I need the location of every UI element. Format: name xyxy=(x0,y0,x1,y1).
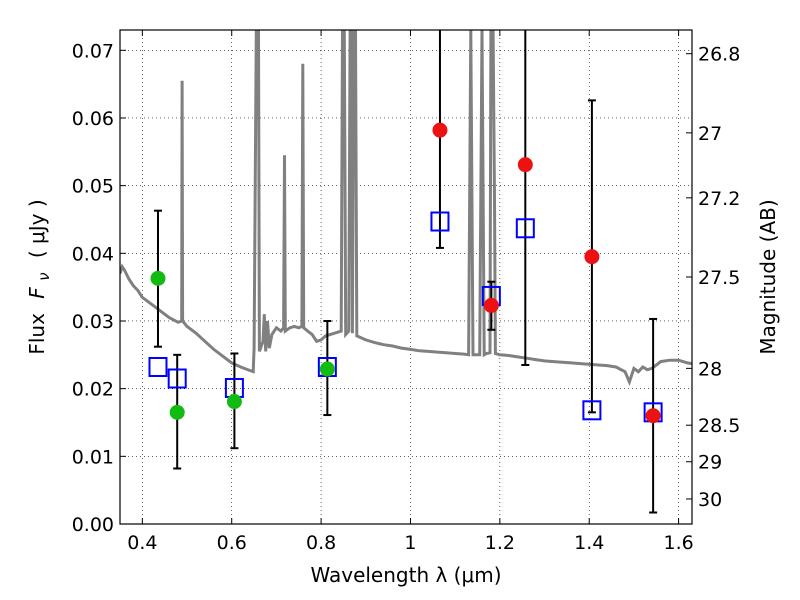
right-tick-label: 27 xyxy=(698,123,722,145)
error-bars xyxy=(153,30,658,514)
right-tick-label: 28.5 xyxy=(698,415,740,437)
y-tick-label: 0.00 xyxy=(72,514,114,536)
model-photometry-square xyxy=(167,368,187,389)
y-tick-label: 0.02 xyxy=(72,379,114,401)
y-axis-label-subscript: ν xyxy=(35,272,53,280)
model-photometry-square xyxy=(582,400,602,421)
right-tick-label: 28 xyxy=(698,358,722,380)
y-tick-label: 0.03 xyxy=(72,311,114,333)
model-spectrum xyxy=(120,30,692,387)
observed-flux-point xyxy=(645,408,661,424)
model-photometry-square xyxy=(148,357,168,378)
plot-frame xyxy=(119,29,693,525)
y-tick-label: 0.01 xyxy=(72,446,114,468)
right-tick-label: 29 xyxy=(698,452,722,474)
observed-flux-point xyxy=(150,270,166,286)
observed-photometry-markers xyxy=(150,122,661,424)
right-tick-label: 27.2 xyxy=(698,188,740,210)
observed-flux-point xyxy=(226,394,242,410)
right-tick-label: 30 xyxy=(698,489,722,511)
x-axis-ticks: 0.4 0.6 0.8 1 1.2 1.4 1.6 xyxy=(127,30,694,554)
right-axis-label: Magnitude (AB) xyxy=(756,199,780,354)
right-axis-ticks: 26.8 27 27.2 27.5 28 28.5 29 30 xyxy=(686,44,740,511)
observed-flux-point xyxy=(169,404,185,420)
x-tick-label: 1 xyxy=(404,532,416,554)
model-photometry-markers xyxy=(148,211,663,423)
x-tick-label: 1.6 xyxy=(663,532,693,554)
x-tick-label: 0.6 xyxy=(217,532,247,554)
observed-flux-point xyxy=(483,297,499,313)
right-tick-label: 26.8 xyxy=(698,44,740,66)
observed-flux-point xyxy=(432,122,448,138)
y-axis-label: Flux F ν ( μJy ) xyxy=(25,199,54,354)
y-tick-label: 0.07 xyxy=(72,40,114,62)
x-tick-label: 1.4 xyxy=(574,532,604,554)
x-tick-label: 1.2 xyxy=(485,532,515,554)
observed-flux-point xyxy=(584,249,600,265)
y-axis-ticks: 0.00 0.01 0.02 0.03 0.04 0.05 0.06 0.07 xyxy=(72,40,126,536)
observed-flux-point xyxy=(319,361,335,377)
y-tick-label: 0.04 xyxy=(72,243,114,265)
y-axis-label-text: Flux xyxy=(25,313,49,355)
y-tick-label: 0.06 xyxy=(72,108,114,130)
spectrum-line xyxy=(120,30,692,387)
grid xyxy=(120,30,692,525)
right-tick-label: 27.5 xyxy=(698,267,740,289)
model-photometry-square xyxy=(430,211,450,232)
model-photometry-square xyxy=(515,218,535,239)
x-axis-label: Wavelength λ (μm) xyxy=(310,563,501,587)
observed-flux-point xyxy=(517,157,533,173)
y-tick-label: 0.05 xyxy=(72,176,114,198)
x-tick-label: 0.4 xyxy=(127,532,157,554)
y-axis-label-units: ( μJy ) xyxy=(25,199,49,258)
y-axis-label-symbol: F xyxy=(25,287,49,299)
x-tick-label: 0.8 xyxy=(306,532,336,554)
